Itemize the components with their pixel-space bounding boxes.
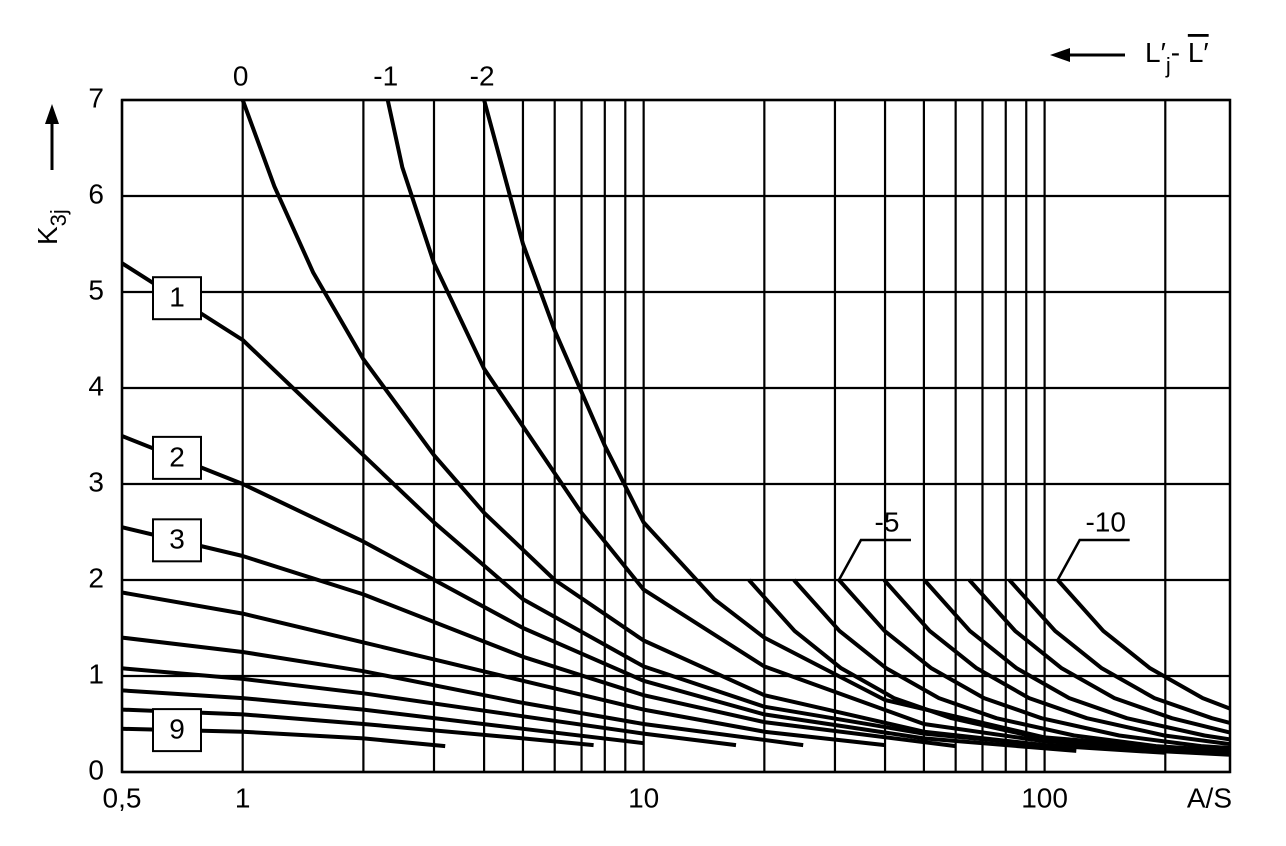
- top-label-text: L′j- L′: [1145, 37, 1209, 77]
- curve: [922, 578, 1230, 742]
- y-tick-label: 5: [88, 274, 104, 305]
- x-axis-label: A/S: [1187, 782, 1232, 813]
- curve-label: 0: [233, 60, 249, 91]
- labels: 0 1 2 3 4 5 6 7 0,5 1 10 100 0 -1 -2 -5 -10 1 2 3 9: [88, 60, 1130, 813]
- curve: [122, 707, 594, 748]
- top-label-main: L′: [1145, 37, 1166, 68]
- curve: [792, 578, 1230, 753]
- y-label-sub: 3j: [46, 209, 71, 226]
- top-axis-label: L′j- L′: [1050, 37, 1209, 78]
- curve-label: -10: [1085, 506, 1125, 537]
- curve: [837, 578, 1230, 750]
- curve-label: 1: [169, 282, 185, 313]
- curve-label: -2: [470, 60, 495, 91]
- curve: [122, 261, 1166, 755]
- y-tick-label: 6: [88, 178, 104, 209]
- curve: [122, 525, 956, 749]
- curve-label-box: [152, 276, 202, 321]
- x-tick-label: 1: [235, 782, 251, 813]
- top-arrow-head: [1050, 48, 1070, 62]
- y-tick-label: 7: [88, 82, 104, 113]
- leader-line: [1056, 538, 1130, 581]
- curve: [122, 434, 1077, 753]
- curve-label: -5: [875, 506, 900, 537]
- curve-label: -1: [373, 60, 398, 91]
- curve: [122, 666, 737, 748]
- curve: [240, 100, 1230, 757]
- curve: [122, 635, 804, 748]
- y-tick-label: 2: [88, 562, 104, 593]
- curve: [1056, 578, 1230, 711]
- leader-line: [837, 538, 911, 581]
- curve: [967, 578, 1230, 735]
- y-axis-label: K3j: [32, 104, 71, 245]
- curve-label: 2: [169, 441, 185, 472]
- curve: [1007, 578, 1230, 725]
- curve: [385, 100, 1230, 755]
- top-label-sep: -: [1171, 37, 1188, 68]
- top-label-over: L′: [1188, 37, 1209, 68]
- curve: [882, 578, 1230, 747]
- curve-label: 9: [169, 714, 185, 745]
- curve: [482, 100, 1230, 755]
- y-tick-label: 1: [88, 658, 104, 689]
- curve: [122, 590, 886, 748]
- x-tick-label: 10: [628, 782, 659, 813]
- curve-label-box: [152, 435, 202, 480]
- curve-label-box: [152, 708, 202, 753]
- y-arrow-head: [45, 104, 59, 124]
- y-tick-label: 4: [88, 370, 104, 401]
- curve-label: 3: [169, 524, 185, 555]
- y-label-main: K: [32, 226, 63, 245]
- curves: [122, 100, 1230, 757]
- x-tick-label: 0,5: [103, 782, 142, 813]
- top-label-sub: j: [1165, 53, 1171, 78]
- y-label-text: K3j: [32, 209, 70, 245]
- x-tick-label: 100: [1021, 782, 1068, 813]
- curve: [122, 688, 644, 746]
- y-tick-label: 3: [88, 466, 104, 497]
- y-tick-label: 0: [88, 754, 104, 785]
- curve-label-box: [152, 518, 202, 563]
- curve: [747, 578, 1230, 755]
